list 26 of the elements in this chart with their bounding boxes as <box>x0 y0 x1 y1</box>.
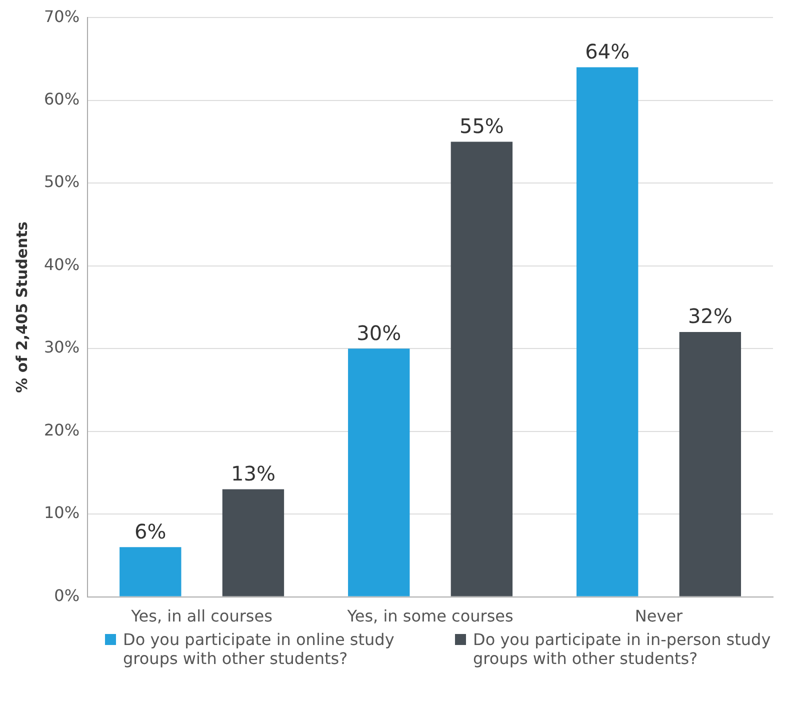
y-tick-label: 60% <box>44 90 80 108</box>
x-tick-label: Never <box>634 606 684 626</box>
data-label: 32% <box>688 304 732 328</box>
y-axis-title: % of 2,405 Students <box>12 221 31 393</box>
y-tick-label: 0% <box>54 586 80 605</box>
data-label: 64% <box>585 39 630 64</box>
bar <box>348 348 410 596</box>
x-tick-label: Yes, in all courses <box>130 606 272 626</box>
bar <box>450 142 513 596</box>
data-label: 6% <box>134 519 166 544</box>
bar <box>120 547 182 596</box>
y-tick-label: 40% <box>44 254 80 274</box>
data-label: 13% <box>230 461 276 486</box>
data-label: 55% <box>459 114 504 138</box>
x-tick-label: Yes, in some courses <box>346 606 514 626</box>
y-tick-label: 30% <box>44 338 80 357</box>
legend-label: Do you participate in online study groups with other students? <box>123 630 396 668</box>
bar <box>576 67 638 596</box>
bar <box>679 332 742 596</box>
data-label: 30% <box>356 320 402 345</box>
y-tick-label: 70% <box>44 6 80 26</box>
y-tick-label: 20% <box>44 420 80 440</box>
y-tick-label: 10% <box>44 503 80 522</box>
bar <box>222 489 284 596</box>
y-tick-label: 50% <box>44 172 80 192</box>
legend-label: Do you participate in in-person study groups with other students? <box>473 630 772 668</box>
